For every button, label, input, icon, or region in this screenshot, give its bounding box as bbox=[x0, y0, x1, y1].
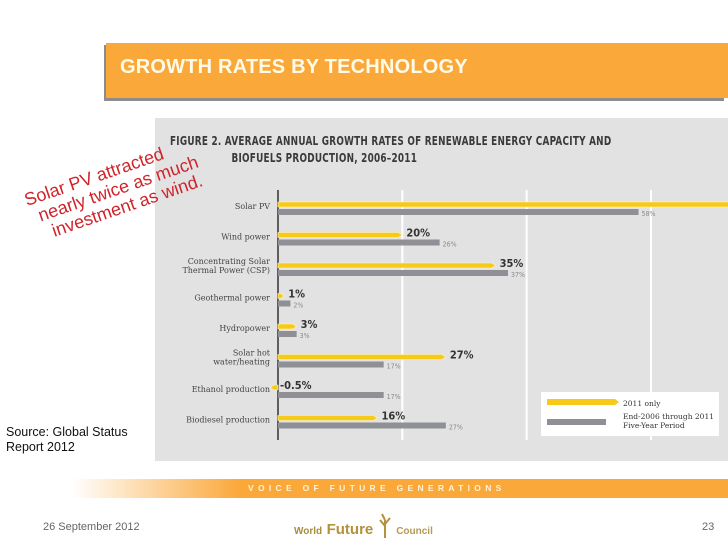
bar-2011 bbox=[277, 415, 379, 421]
logo-word-world: World bbox=[294, 526, 323, 537]
source-line-2: Report 2012 bbox=[6, 440, 75, 454]
bar-2011 bbox=[277, 293, 285, 299]
value-label-2011: 3% bbox=[301, 318, 318, 331]
footer-bar-fade bbox=[0, 479, 240, 498]
value-label-2011: 1% bbox=[288, 288, 305, 301]
legend-swatch-2011 bbox=[547, 399, 619, 405]
value-label-five-year: 2% bbox=[293, 302, 303, 310]
value-label-five-year: 17% bbox=[387, 363, 401, 371]
category-label: Biodiesel production bbox=[186, 416, 270, 425]
value-label-2011: -0.5% bbox=[280, 379, 312, 392]
category-label: Ethanol production bbox=[192, 385, 270, 394]
slide-title: GROWTH RATES BY TECHNOLOGY bbox=[120, 56, 468, 78]
legend-label-five-year-line-2: Five-Year Period bbox=[623, 421, 685, 430]
value-label-five-year: 37% bbox=[511, 271, 525, 279]
value-label-five-year: 58% bbox=[642, 210, 656, 218]
category-label: Solar hot water/heating bbox=[213, 349, 271, 367]
figure-title: FIGURE 2. AVERAGE ANNUAL GROWTH RATES OF… bbox=[170, 133, 611, 167]
value-label-2011: 27% bbox=[450, 349, 474, 362]
value-label-five-year: 17% bbox=[387, 393, 401, 401]
value-label-five-year: 26% bbox=[443, 241, 457, 249]
bar-2011 bbox=[277, 354, 447, 360]
category-label: Wind power bbox=[221, 233, 270, 242]
logo-word-future: Future bbox=[326, 521, 374, 538]
bar-five-year bbox=[278, 300, 291, 307]
value-label-five-year: 3% bbox=[300, 332, 310, 340]
bar-five-year bbox=[278, 239, 440, 246]
bar-five-year bbox=[278, 392, 384, 398]
figure-title-line-1: FIGURE 2. AVERAGE ANNUAL GROWTH RATES OF… bbox=[170, 134, 612, 148]
source-note: Source: Global Status Report 2012 bbox=[6, 425, 128, 455]
bar-2011 bbox=[277, 323, 298, 330]
title-bar bbox=[106, 43, 728, 98]
value-label-five-year: 27% bbox=[449, 424, 463, 432]
bar-2011 bbox=[277, 232, 403, 238]
value-label-2011: 35% bbox=[500, 257, 524, 270]
bar-five-year bbox=[278, 422, 446, 429]
world-future-council-logo: World Future Council bbox=[294, 512, 433, 538]
category-label: Concentrating Solar Thermal Power (CSP) bbox=[182, 257, 270, 275]
source-line-1: Source: Global Status bbox=[6, 425, 128, 439]
value-label-2011: 20% bbox=[406, 227, 430, 240]
value-label-2011: 16% bbox=[381, 410, 405, 423]
category-label: Solar PV bbox=[235, 202, 270, 211]
bar-2011 bbox=[277, 201, 728, 208]
bar-2011 bbox=[277, 262, 497, 269]
legend-label-2011: 2011 only bbox=[623, 399, 661, 408]
category-label: Geothermal power bbox=[194, 294, 270, 303]
page-number: 23 bbox=[702, 521, 715, 533]
figure-title-line-2: BIOFUELS PRODUCTION, 2006–2011 bbox=[231, 151, 418, 165]
tree-icon bbox=[378, 513, 391, 538]
bar-five-year bbox=[278, 331, 297, 337]
bar-five-year bbox=[278, 361, 384, 368]
legend-swatch-five-year bbox=[547, 419, 606, 425]
bar-five-year bbox=[278, 270, 508, 276]
bar-2011 bbox=[269, 384, 279, 391]
legend-label-five-year-line-1: End-2006 through 2011 bbox=[623, 412, 714, 421]
slide-date: 26 September 2012 bbox=[43, 521, 140, 533]
growth-rate-chart: Solar PV74%58%Wind power20%26%Concentrat… bbox=[182, 190, 728, 440]
logo-word-council: Council bbox=[396, 526, 433, 537]
category-label: Hydropower bbox=[219, 324, 270, 333]
bar-five-year bbox=[278, 209, 639, 215]
footer-tagline: VOICE OF FUTURE GENERATIONS bbox=[248, 483, 506, 493]
